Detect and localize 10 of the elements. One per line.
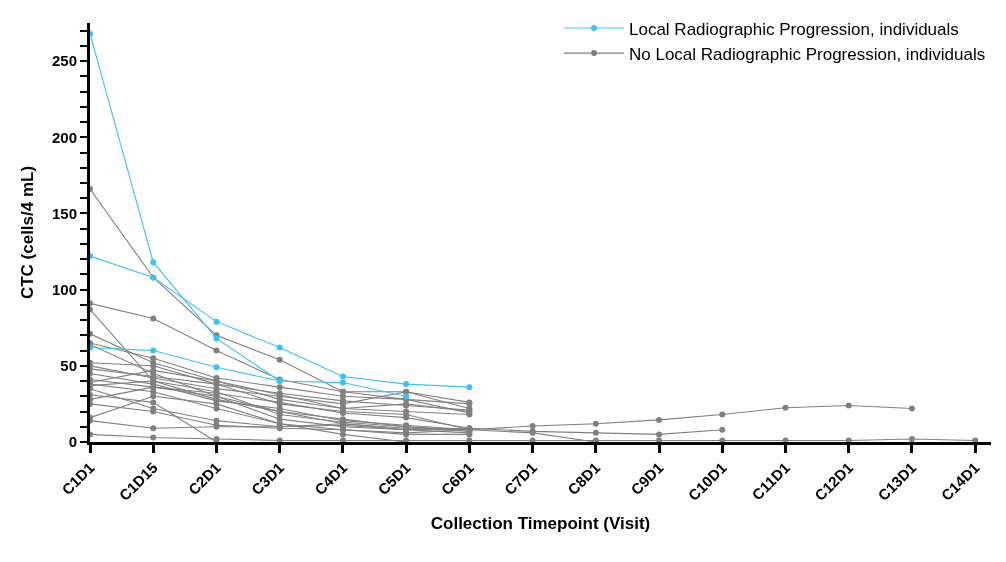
y-tick-label: 250 — [51, 52, 77, 70]
y-tick-label: 50 — [60, 357, 77, 375]
x-axis-title: Collection Timepoint (Visit) — [430, 514, 651, 534]
y-tick-label: 100 — [51, 280, 77, 298]
legend-label: No Local Radiographic Progression, individuals — [629, 44, 986, 64]
y-axis-title: CTC (cells/4 mL) — [17, 165, 37, 300]
y-tick-label: 0 — [68, 433, 77, 451]
y-tick-label: 150 — [51, 204, 77, 222]
y-tick-label: 200 — [51, 128, 77, 146]
legend-label: Local Radiographic Progression, individuals — [629, 19, 959, 39]
